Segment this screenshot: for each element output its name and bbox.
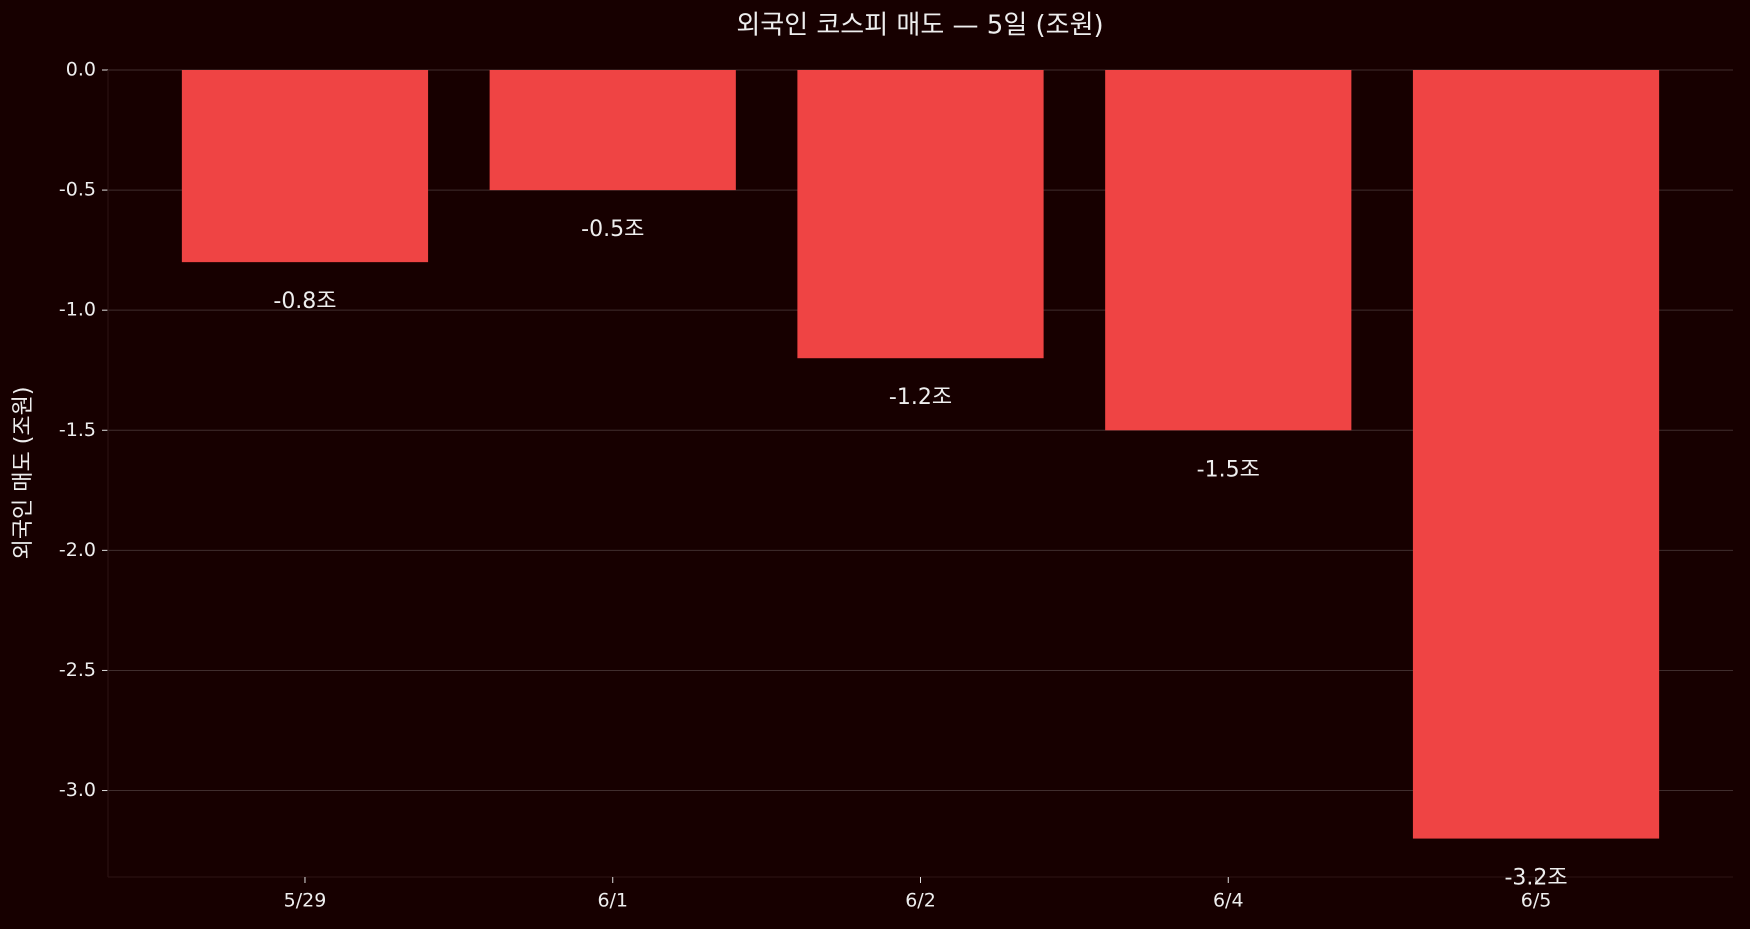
x-tick-label: 6/2 xyxy=(905,890,936,912)
bar xyxy=(797,70,1044,359)
y-tick-label: -2.5 xyxy=(59,659,96,681)
bar xyxy=(1412,70,1660,839)
y-tick-label: -0.5 xyxy=(59,179,96,201)
y-axis-label: 외국인 매도 (조원) xyxy=(11,387,36,560)
value-label: -0.5조 xyxy=(581,217,644,242)
bar xyxy=(489,70,736,191)
x-tick-label: 6/1 xyxy=(597,890,628,912)
value-label: -1.2조 xyxy=(889,385,952,410)
y-tick-label: -1.5 xyxy=(59,419,96,441)
x-tick-label: 6/5 xyxy=(1521,890,1552,912)
value-label: -1.5조 xyxy=(1197,457,1260,482)
x-tick-label: 6/4 xyxy=(1213,890,1244,912)
bar xyxy=(1105,70,1352,431)
chart-title: 외국인 코스피 매도 — 5일 (조원) xyxy=(736,11,1103,41)
y-tick-label: -1.0 xyxy=(59,299,96,321)
bar xyxy=(181,70,429,263)
y-tick-label: -3.0 xyxy=(59,779,96,801)
value-label: -0.8조 xyxy=(273,289,336,314)
value-label: -3.2조 xyxy=(1504,866,1567,891)
y-tick-label: -2.0 xyxy=(59,539,96,561)
y-tick-label: 0.0 xyxy=(66,59,96,81)
x-tick-label: 5/29 xyxy=(284,890,327,912)
